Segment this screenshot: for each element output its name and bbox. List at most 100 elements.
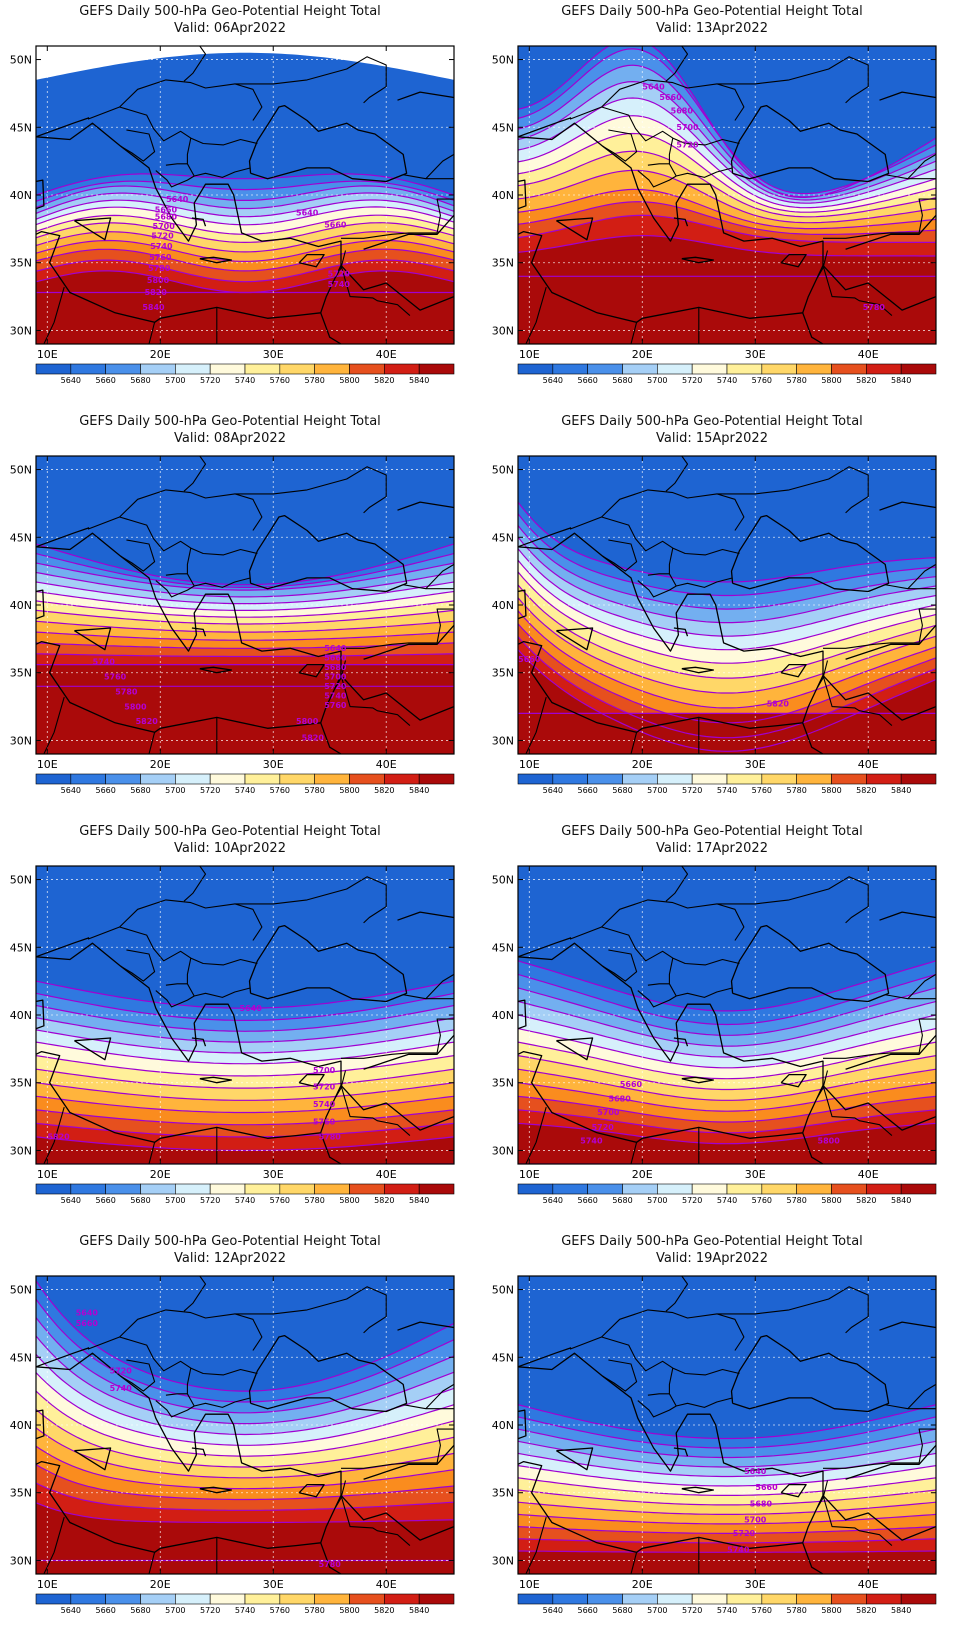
country-border [816,660,829,688]
colorbar-label: 5660 [577,1606,597,1615]
lat-tick-label: 30N [492,324,514,337]
colorbar-swatch [761,1593,797,1605]
coastline [518,999,527,1030]
height-band [518,1276,936,1574]
colorbar-swatch [517,1183,554,1195]
contour-label: 5660 [76,1319,99,1328]
coastline [36,942,342,1143]
contour-line [36,1004,454,1032]
country-border [183,866,207,902]
colorbar-label: 5780 [786,786,806,795]
colorbar-swatch [866,773,902,785]
contour-line [36,1502,454,1524]
contour-line [518,1095,936,1123]
contour-label: 5660 [324,654,347,663]
coastline [320,312,342,344]
colorbar-swatch [726,773,763,785]
country-border [525,696,547,754]
coastline [397,91,454,101]
country-border [186,1367,251,1408]
colorbar-swatch [587,1183,623,1195]
country-border [665,46,689,82]
coastline [36,937,90,958]
colorbar-label: 5640 [543,1196,563,1205]
country-border [816,250,829,278]
country-border [907,973,936,1000]
contour-line [518,636,936,739]
colorbar-label: 5820 [856,376,876,385]
contour-label: 5760 [324,701,347,710]
lon-tick-label: 30E [263,1168,284,1181]
coastline [36,527,90,548]
coastline [340,264,454,311]
map-svg: 5640 5660 5720 5740 5780 50N 45N 40N 35N 30N 10E 20… [10,1275,455,1615]
country-border [816,1480,829,1508]
colorbar-swatch [175,1593,211,1605]
country-border [668,1367,733,1408]
contour-label: 5700 [744,1516,767,1525]
coastline [556,217,594,241]
colorbar-swatch [70,1183,106,1195]
colorbar-swatch [866,1593,902,1605]
country-border [385,1404,454,1413]
colorbar-label: 5760 [270,786,290,795]
colorbar-label: 5680 [130,786,150,795]
lat-tick-label: 50N [10,464,32,477]
country-border [637,170,677,188]
coastline [397,911,454,921]
coastline [681,256,715,264]
coastline [673,1447,689,1457]
country-border [119,79,263,121]
colorbar-label: 5740 [717,786,737,795]
country-border [183,1276,207,1312]
colorbar-swatch [726,1183,763,1195]
colorbar-swatch [691,363,728,375]
colorbar-label: 5640 [543,786,563,795]
contour-line [518,548,936,637]
lat-tick-label: 45N [10,941,32,954]
contour-line [518,150,936,218]
colorbar-swatch [552,1183,588,1195]
country-border [525,1516,547,1574]
colorbar-swatch [831,363,867,375]
country-border [341,608,454,649]
contour-line [36,980,454,1009]
coastline [802,722,824,754]
contour-label: 5640 [296,208,319,217]
colorbar-swatch [209,1183,246,1195]
map-panel: GEFS Daily 500-hPa Geo-Potential Height … [0,410,460,818]
country-border [120,949,156,982]
lat-tick-label: 45N [492,1351,514,1364]
country-border [186,137,251,178]
colorbar-swatch [349,773,385,785]
coastline [518,942,824,1143]
colorbar-label: 5820 [856,1606,876,1615]
coastline [518,1409,527,1440]
lat-tick-label: 30N [10,1144,32,1157]
country-border [340,1085,411,1137]
colorbar-swatch [657,1593,693,1605]
panel-valid-date: Valid: 06Apr2022 [174,21,286,36]
contour-line [518,169,936,224]
coastline [879,91,936,101]
country-border [668,547,733,588]
coastline [879,501,936,511]
colorbar-swatch [105,1183,141,1195]
contour-label: 5680 [750,1499,773,1508]
height-band [518,456,936,754]
country-border [334,1480,347,1508]
colorbar-swatch [279,1593,315,1605]
contour-label: 5820 [302,733,325,742]
lon-tick-label: 40E [376,758,397,771]
contour-line [36,653,454,658]
country-border [647,573,670,576]
colorbar-swatch [175,1183,211,1195]
height-band [36,46,454,344]
coastline [298,663,325,678]
contour-label: 5760 [149,253,172,262]
contour-line [518,1513,936,1525]
contour-line [518,536,936,624]
contour-line [518,132,936,213]
colorbar-label: 5660 [95,1606,115,1615]
colorbar-swatch [209,1593,246,1605]
